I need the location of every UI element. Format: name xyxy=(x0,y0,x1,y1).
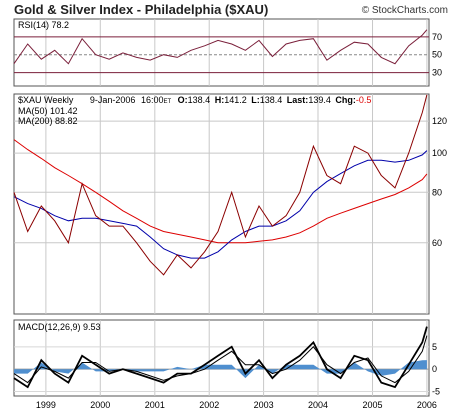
macd-y-axis: 5 0 -5 xyxy=(432,342,440,397)
change-label: Chg: xyxy=(335,95,356,105)
rsi-label: RSI(14) 78.2 xyxy=(18,20,69,30)
price-panel: $XAU Weekly 9-Jan-2006 16:00ET O:138.4 H… xyxy=(13,93,447,315)
x-tick-1999: 1999 xyxy=(36,400,56,410)
macd-panel: MACD(12,26,9) 9.53 5 0 -5 xyxy=(13,319,440,397)
x-tick-2005: 2005 xyxy=(363,400,383,410)
rsi-gridlines xyxy=(45,19,428,86)
price-frame xyxy=(13,93,430,315)
ma200-legend: MA(200) 88.82 xyxy=(18,116,78,126)
macd-line xyxy=(13,326,428,389)
price-series-label: $XAU Weekly xyxy=(18,95,74,105)
rsi-line xyxy=(13,29,428,65)
price-header: $XAU Weekly 9-Jan-2006 16:00ET O:138.4 H… xyxy=(18,95,371,105)
price-gridlines xyxy=(14,94,429,314)
rsi-reference-lines xyxy=(14,36,429,74)
ma50-legend: MA(50) 101.42 xyxy=(18,106,78,116)
change-value: -0.5 xyxy=(356,95,372,105)
price-line xyxy=(13,94,428,276)
macd-histogram xyxy=(14,360,427,379)
low-value: 138.4 xyxy=(260,95,283,105)
quote-timezone: ET xyxy=(163,99,171,105)
price-tick-80: 80 xyxy=(432,187,442,197)
quote-date: 9-Jan-2006 xyxy=(90,95,136,105)
rsi-panel: RSI(14) 78.2 70 50 30 xyxy=(13,18,442,87)
x-tick-2002: 2002 xyxy=(199,400,219,410)
x-axis: 1999 2000 2001 2002 2003 2004 2005 2006 xyxy=(36,400,437,410)
macd-tick-0: 0 xyxy=(432,364,437,374)
high-value: 141.2 xyxy=(224,95,247,105)
price-tick-120: 120 xyxy=(432,116,447,126)
quote-time: 16:00 xyxy=(141,95,164,105)
rsi-y-axis: 70 50 30 xyxy=(432,32,442,78)
open-label: O: xyxy=(178,95,188,105)
price-tick-60: 60 xyxy=(432,238,442,248)
last-value: 139.4 xyxy=(308,95,331,105)
low-label: L: xyxy=(251,95,260,105)
x-tick-2003: 2003 xyxy=(254,400,274,410)
last-label: Last: xyxy=(287,95,309,105)
macd-tick-5: 5 xyxy=(432,342,437,352)
x-tick-2001: 2001 xyxy=(145,400,165,410)
ma50-line xyxy=(13,150,428,259)
x-tick-2004: 2004 xyxy=(308,400,328,410)
rsi-tick-30: 30 xyxy=(432,68,442,78)
high-label: H: xyxy=(215,95,225,105)
copyright-text: © StockCharts.com xyxy=(362,5,448,16)
rsi-frame xyxy=(13,18,430,87)
price-y-axis: 120 100 80 60 xyxy=(432,116,447,248)
rsi-tick-50: 50 xyxy=(432,50,442,60)
macd-tick--5: -5 xyxy=(432,387,440,397)
price-tick-100: 100 xyxy=(432,148,447,158)
rsi-tick-70: 70 xyxy=(432,32,442,42)
ma200-line xyxy=(13,139,428,244)
x-tick-2000: 2000 xyxy=(90,400,110,410)
chart-title: Gold & Silver Index - Philadelphia ($XAU… xyxy=(14,2,268,17)
x-tick-2006: 2006 xyxy=(417,400,437,410)
macd-label: MACD(12,26,9) 9.53 xyxy=(18,322,101,332)
open-value: 138.4 xyxy=(188,95,211,105)
